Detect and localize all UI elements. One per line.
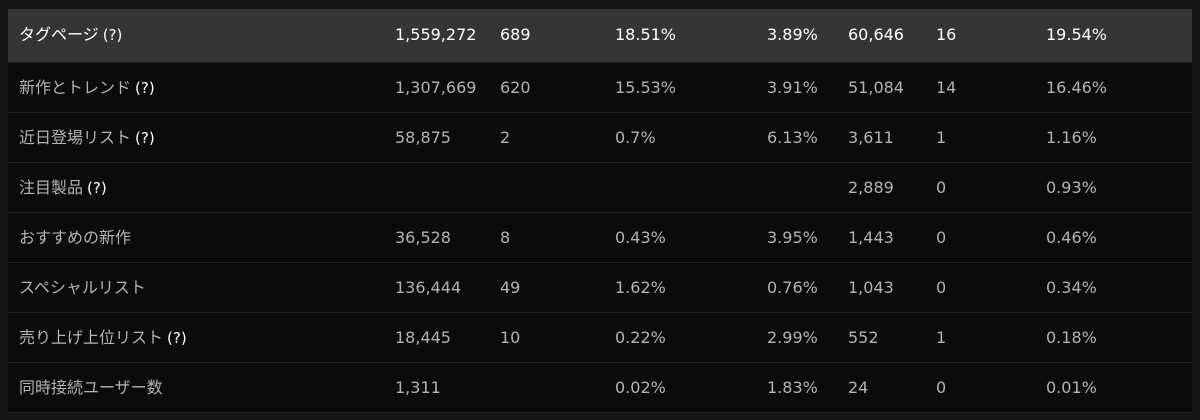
table-cell: 1.83% [767,378,818,397]
table-cell: 0.22% [615,328,666,347]
table-cell: 1 [936,328,947,347]
table-cell: 6.13% [767,128,818,147]
table-row-highlighted: タグページ (?) 1,559,272 689 18.51% 3.89% 60,6… [8,9,1192,63]
help-icon[interactable]: (?) [135,79,155,97]
table-cell: 1,043 [848,278,894,297]
table-cell: 14 [936,78,957,97]
table-cell: 0 [936,178,947,197]
table-cell: 0.43% [615,228,666,247]
table-cell: 2 [500,128,511,147]
table-cell: 19.54% [1046,25,1108,44]
table-cell: 0.76% [767,278,818,297]
table-cell: 18.51% [615,25,677,44]
help-icon[interactable]: (?) [102,26,123,44]
help-icon[interactable]: (?) [135,129,155,147]
table-cell: 51,084 [848,78,904,97]
table-cell: 1,559,272 [395,25,477,44]
table-cell: 0 [936,278,947,297]
table-cell: 16.46% [1046,78,1108,97]
row-label: 注目製品 (?) [19,178,107,197]
table-cell: 3,611 [848,128,894,147]
table-cell: 3.95% [767,228,818,247]
row-label: 売り上げ上位リスト (?) [19,328,187,347]
row-label: タグページ (?) [19,25,123,44]
table-cell: 2,889 [848,178,894,197]
table-cell: 1.16% [1046,128,1097,147]
table-row: 売り上げ上位リスト (?) 18,445 10 0.22% 2.99% 552 1… [8,313,1192,363]
table-cell: 0.46% [1046,228,1097,247]
table-cell: 24 [848,378,869,397]
row-label: 同時接続ユーザー数 [19,378,163,397]
table-cell: 0.34% [1046,278,1097,297]
table-cell: 0.01% [1046,378,1097,397]
table-cell: 0.93% [1046,178,1097,197]
table-cell: 2.99% [767,328,818,347]
row-label: 近日登場リスト (?) [19,128,155,147]
table-cell: 60,646 [848,25,904,44]
table-cell: 58,875 [395,128,451,147]
table-cell: 620 [500,78,531,97]
table-row: おすすめの新作 36,528 8 0.43% 3.95% 1,443 0 0.4… [8,213,1192,263]
table-cell: 36,528 [395,228,451,247]
table-cell: 16 [936,25,957,44]
table-row: 注目製品 (?) 2,889 0 0.93% [8,163,1192,213]
table-cell: 0 [936,228,947,247]
row-label: おすすめの新作 [19,228,132,247]
table-cell: 1.62% [615,278,666,297]
table-cell: 0.02% [615,378,666,397]
table-cell: 8 [500,228,511,247]
table-cell: 0 [936,378,947,397]
help-icon[interactable]: (?) [87,179,107,197]
table-cell: 1 [936,128,947,147]
row-label: 新作とトレンド (?) [19,78,155,97]
table-cell: 136,444 [395,278,462,297]
table-cell: 10 [500,328,521,347]
table-cell: 18,445 [395,328,451,347]
row-label: スペシャルリスト [19,278,146,297]
table-cell: 0.7% [615,128,656,147]
stats-table: タグページ (?) 1,559,272 689 18.51% 3.89% 60,6… [8,9,1192,413]
help-icon[interactable]: (?) [167,329,187,347]
table-cell: 1,311 [395,378,441,397]
table-cell: 49 [500,278,521,297]
table-cell: 3.91% [767,78,818,97]
table-row: スペシャルリスト 136,444 49 1.62% 0.76% 1,043 0 … [8,263,1192,313]
table-row: 新作とトレンド (?) 1,307,669 620 15.53% 3.91% 51… [8,63,1192,113]
table-row: 近日登場リスト (?) 58,875 2 0.7% 6.13% 3,611 1 1… [8,113,1192,163]
table-cell: 689 [500,25,531,44]
table-cell: 3.89% [767,25,818,44]
table-cell: 1,307,669 [395,78,477,97]
table-cell: 552 [848,328,879,347]
table-cell: 15.53% [615,78,677,97]
table-cell: 1,443 [848,228,894,247]
table-cell: 0.18% [1046,328,1097,347]
table-row: 同時接続ユーザー数 1,311 0.02% 1.83% 24 0 0.01% [8,363,1192,413]
